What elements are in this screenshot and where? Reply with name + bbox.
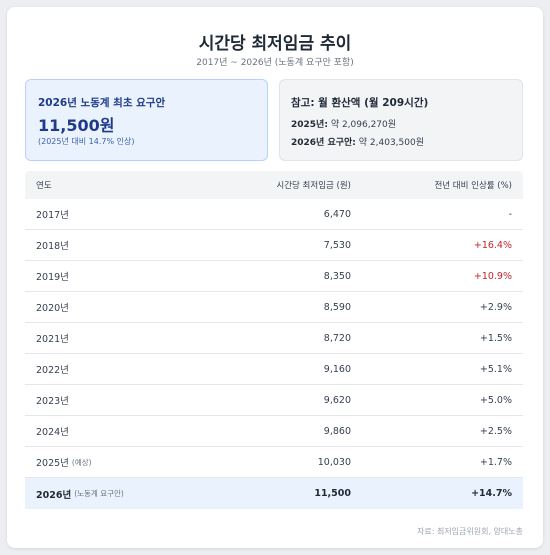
cell-year: 2017년 [36,199,69,229]
header-wage: 시간당 최저임금 (원) [276,181,351,191]
cell-wage: 8,590 [323,301,351,313]
cell-wage: 6,470 [323,208,351,220]
reference-line-2026: 2026년 요구안: 약 2,403,500원 [291,135,424,148]
cell-year: 2026년 (노동계 요구안) [36,478,124,509]
cell-year: 2024년 [36,416,69,446]
cell-year: 2022년 [36,354,69,384]
year-text: 2025년 [36,458,69,469]
reference-line2-value: 약 2,403,500원 [358,138,425,148]
wage-card: 시간당 최저임금 추이 2017년 ~ 2026년 (노동계 요구안 포함) 2… [7,7,543,548]
reference-title: 참고: 월 환산액 (월 209시간) [291,97,429,109]
cell-year: 2020년 [36,292,69,322]
year-text: 2023년 [36,396,69,407]
cell-change: +5.0% [479,394,512,406]
highlight-label: 2026년 노동계 최초 요구안 [38,97,166,109]
cell-year: 2023년 [36,385,69,415]
year-text: 2024년 [36,427,69,438]
header-change: 전년 대비 인상률 (%) [434,181,512,191]
table-row: 2018년 7,530 +16.4% [25,230,523,261]
table-row: 2026년 (노동계 요구안) 11,500 +14.7% [25,478,523,509]
cell-wage: 9,160 [323,363,351,375]
cell-wage: 8,720 [323,332,351,344]
year-text: 2017년 [36,210,69,221]
year-text: 2021년 [36,334,69,345]
wage-table: 연도 시간당 최저임금 (원) 전년 대비 인상률 (%) 2017년 6,470… [25,171,523,509]
reference-box: 참고: 월 환산액 (월 209시간) 2025년: 약 2,096,270원 … [279,79,523,161]
highlight-box: 2026년 노동계 최초 요구안 11,500원 (2025년 대비 14.7%… [25,79,268,161]
table-row: 2022년 9,160 +5.1% [25,354,523,385]
year-note: (예상) [71,457,92,467]
table-row: 2025년 (예상) 10,030 +1.7% [25,447,523,478]
cell-wage: 9,620 [323,394,351,406]
cell-wage: 10,030 [317,456,351,468]
cell-change: +16.4% [473,239,512,251]
cell-change: +5.1% [479,363,512,375]
header-year: 연도 [36,181,52,191]
year-text: 2026년 [36,489,72,501]
page-subtitle: 2017년 ~ 2026년 (노동계 요구안 포함) [196,58,354,68]
cell-change: +1.7% [479,456,512,468]
cell-wage: 7,530 [323,239,351,251]
highlight-value: 11,500원 [38,116,115,135]
cell-change: +2.5% [479,425,512,437]
table-body: 2017년 6,470 - 2018년 7,530 +16.4% 2019년 8,350 +10… [25,199,523,509]
cell-year: 2019년 [36,261,69,291]
year-note: (노동계 요구안) [74,489,124,498]
cell-year: 2018년 [36,230,69,260]
year-text: 2022년 [36,365,69,376]
table-row: 2017년 6,470 - [25,199,523,230]
source-note: 자료: 최저임금위원회, 양대노총 [416,527,523,536]
table-row: 2020년 8,590 +2.9% [25,292,523,323]
cell-wage: 9,860 [323,425,351,437]
reference-line2-label: 2026년 요구안: [291,138,356,148]
cell-year: 2025년 (예상) [36,447,92,477]
reference-line1-value: 약 2,096,270원 [330,120,397,130]
highlight-note: (2025년 대비 14.7% 인상) [38,137,135,146]
cell-change: +14.7% [471,488,512,499]
table-row: 2019년 8,350 +10.9% [25,261,523,292]
table-row: 2024년 9,860 +2.5% [25,416,523,447]
table-header: 연도 시간당 최저임금 (원) 전년 대비 인상률 (%) [25,171,523,199]
cell-change: +10.9% [473,270,512,282]
page-title: 시간당 최저임금 추이 [198,34,352,54]
cell-wage: 11,500 [314,488,351,499]
cell-change: - [508,208,512,220]
reference-line1-label: 2025년: [291,120,328,130]
cell-change: +2.9% [479,301,512,313]
cell-year: 2021년 [36,323,69,353]
table-row: 2023년 9,620 +5.0% [25,385,523,416]
cell-change: +1.5% [479,332,512,344]
year-text: 2018년 [36,241,69,252]
reference-line-2025: 2025년: 약 2,096,270원 [291,117,396,130]
year-text: 2020년 [36,303,69,314]
table-row: 2021년 8,720 +1.5% [25,323,523,354]
year-text: 2019년 [36,272,69,283]
cell-wage: 8,350 [323,270,351,282]
